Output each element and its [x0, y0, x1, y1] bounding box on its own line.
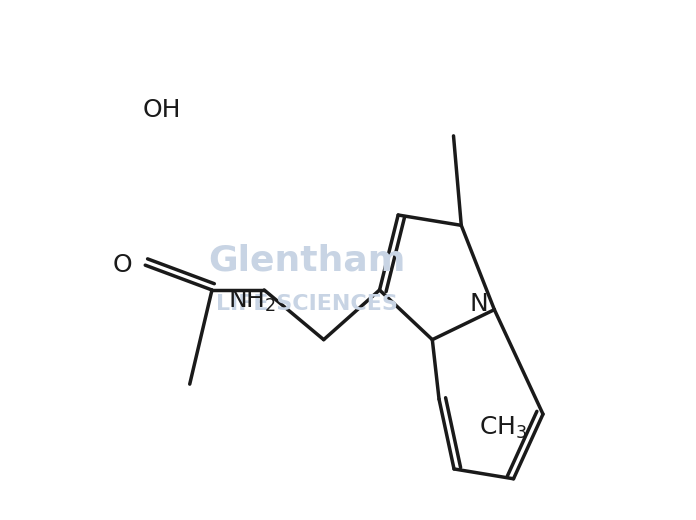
- Text: CH$_3$: CH$_3$: [479, 415, 528, 441]
- Text: NH$_2$: NH$_2$: [228, 288, 276, 315]
- Text: O: O: [112, 253, 132, 277]
- Text: Glentham: Glentham: [208, 243, 405, 277]
- Text: OH: OH: [143, 98, 181, 122]
- Text: LIFE SCIENCES: LIFE SCIENCES: [216, 294, 397, 314]
- Text: N: N: [470, 292, 488, 316]
